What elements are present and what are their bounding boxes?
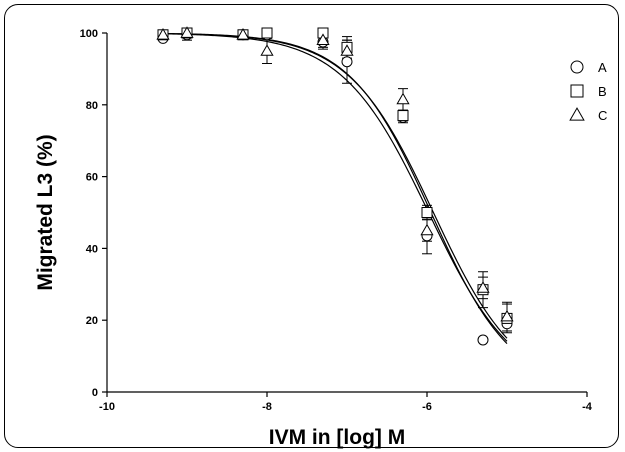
data-point-c — [260, 44, 274, 56]
x-tick-label: -10 — [99, 401, 115, 413]
legend-marker-c — [569, 107, 585, 121]
y-tick-label: 0 — [92, 387, 98, 399]
data-point-c — [340, 44, 354, 56]
data-point-a — [477, 334, 489, 346]
x-tick-label: -4 — [582, 401, 593, 413]
y-tick-label: 60 — [86, 172, 98, 184]
data-point-c — [156, 28, 170, 40]
x-axis-label: IVM in [log] M — [269, 426, 405, 449]
data-point-c — [476, 281, 490, 293]
fit-curve — [162, 33, 508, 339]
fit-curves — [162, 32, 508, 345]
legend-marker-b — [570, 84, 584, 98]
legend-label-c: C — [598, 108, 607, 123]
axes: -10 -8 -6 -4 0 20 40 60 80 100 — [80, 28, 593, 413]
legend: ABC — [569, 60, 607, 123]
data-point-c — [396, 92, 410, 105]
data-point-c — [500, 309, 514, 322]
data-point-c — [420, 223, 434, 236]
legend-label-a: A — [598, 60, 607, 75]
y-axis-label: Migrated L3 (%) — [34, 134, 57, 290]
fit-curve — [162, 33, 508, 342]
x-tick-label: -6 — [422, 401, 432, 413]
chart-frame — [4, 4, 619, 448]
data-point-a — [341, 56, 353, 68]
y-tick-label: 40 — [86, 243, 98, 255]
error-bars — [182, 28, 512, 334]
data-point-c — [316, 33, 330, 45]
legend-label-b: B — [598, 84, 607, 99]
data-point-b — [421, 207, 433, 218]
legend-marker-a — [570, 60, 584, 74]
data-point-c — [236, 28, 250, 40]
y-tick-label: 80 — [86, 100, 98, 112]
data-point-c — [180, 26, 194, 38]
y-tick-label: 20 — [86, 315, 98, 327]
data-point-b — [397, 110, 409, 122]
x-tick-label: -8 — [262, 401, 272, 413]
fit-curve — [162, 32, 508, 345]
y-tick-label: 100 — [80, 28, 98, 40]
data-point-b — [261, 27, 273, 39]
data-points — [156, 26, 514, 346]
